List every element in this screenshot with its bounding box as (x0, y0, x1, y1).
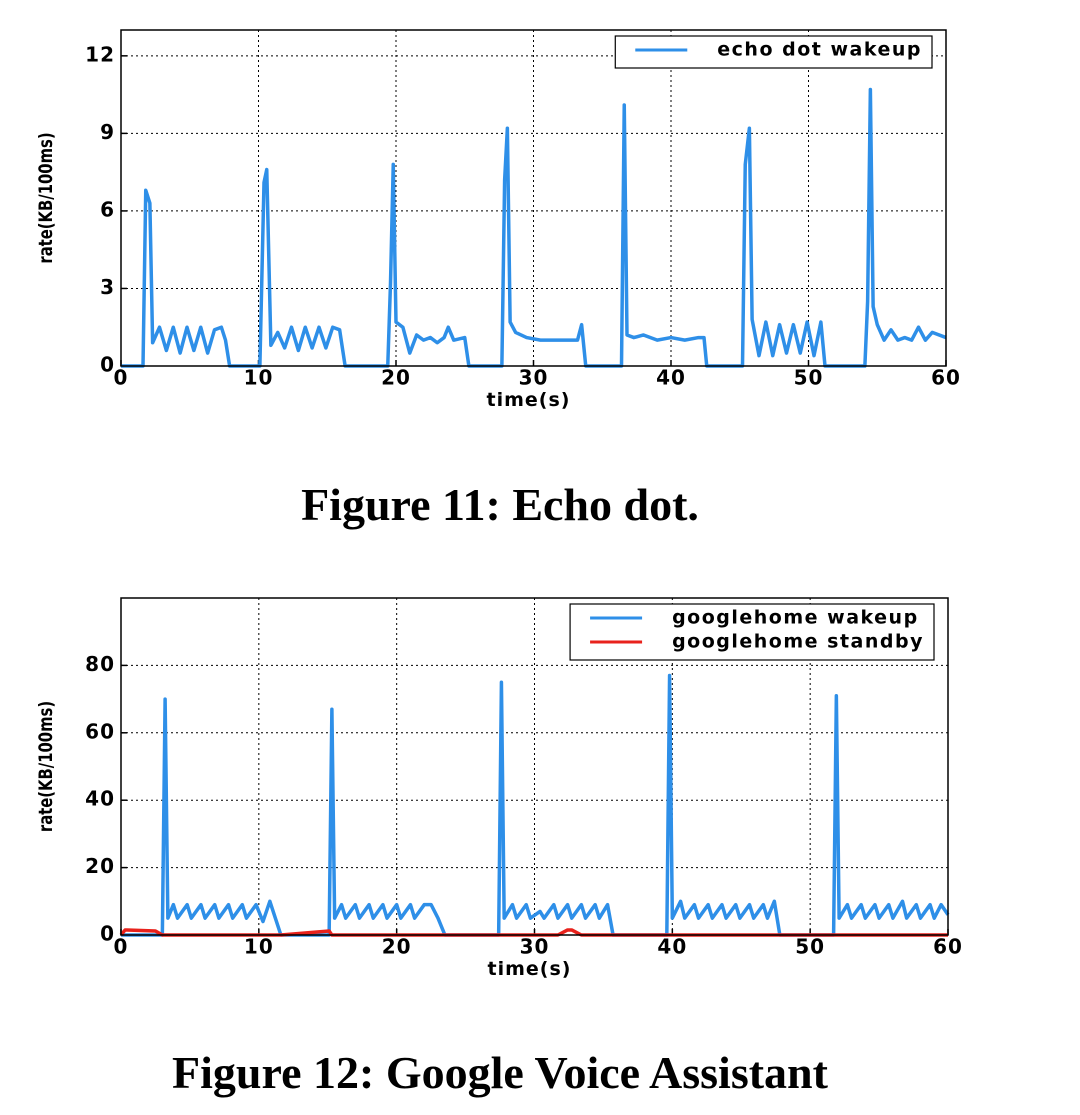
y-tick-label: 6 (100, 197, 115, 221)
y-tick-label: 0 (100, 922, 115, 946)
legend: echo dot wakeup (614, 35, 933, 69)
x-tick-label: 10 (244, 935, 274, 959)
legend-label: googlehome standby (672, 631, 924, 653)
x-tick-label: 0 (114, 366, 129, 390)
figure-caption: Figure 11: Echo dot. (301, 479, 699, 530)
figure-caption: Figure 12: Google Voice Assistant (172, 1047, 829, 1098)
x-tick-label: 60 (931, 366, 961, 390)
x-tick-label: 50 (795, 935, 825, 959)
y-axis-label: rate(KB/100ms) (35, 701, 57, 832)
x-axis-label: time(s) (487, 389, 571, 411)
x-tick-label: 30 (520, 935, 550, 959)
x-axis-label: time(s) (488, 958, 572, 980)
chart: 0 10 20 30 40 50 60 0 20 40 60 80 time(s) rate(KB/100… (35, 597, 963, 1098)
x-tick-label: 20 (381, 366, 411, 390)
y-tick-label: 0 (100, 353, 115, 377)
y-tick-label: 20 (85, 854, 115, 878)
x-tick-label: 20 (382, 935, 412, 959)
y-axis-label: rate(KB/100ms) (35, 132, 57, 263)
x-tick-label: 60 (933, 935, 963, 959)
x-tick-label: 10 (244, 366, 274, 390)
x-tick-label: 50 (794, 366, 824, 390)
y-tick-label: 12 (85, 42, 115, 66)
y-tick-label: 40 (85, 787, 115, 811)
x-tick-label: 30 (519, 366, 549, 390)
y-tick-label: 60 (85, 719, 115, 743)
x-tick-label: 40 (656, 366, 686, 390)
x-tick-label: 0 (114, 935, 129, 959)
data-line (121, 673, 950, 937)
x-tick-label: 40 (657, 935, 687, 959)
legend-box (614, 35, 933, 69)
plot-frame (120, 29, 947, 367)
y-tick-label: 3 (100, 275, 115, 299)
plot-frame (120, 597, 949, 936)
y-tick-label: 80 (85, 652, 115, 676)
legend-label: googlehome wakeup (672, 607, 919, 629)
chart: 0 10 20 30 40 50 60 0 3 6 9 12 time(s) rate(KB/100ms)… (35, 29, 961, 530)
legend-label: echo dot wakeup (717, 39, 922, 61)
legend-box (569, 603, 935, 661)
y-tick-label: 9 (100, 120, 115, 144)
